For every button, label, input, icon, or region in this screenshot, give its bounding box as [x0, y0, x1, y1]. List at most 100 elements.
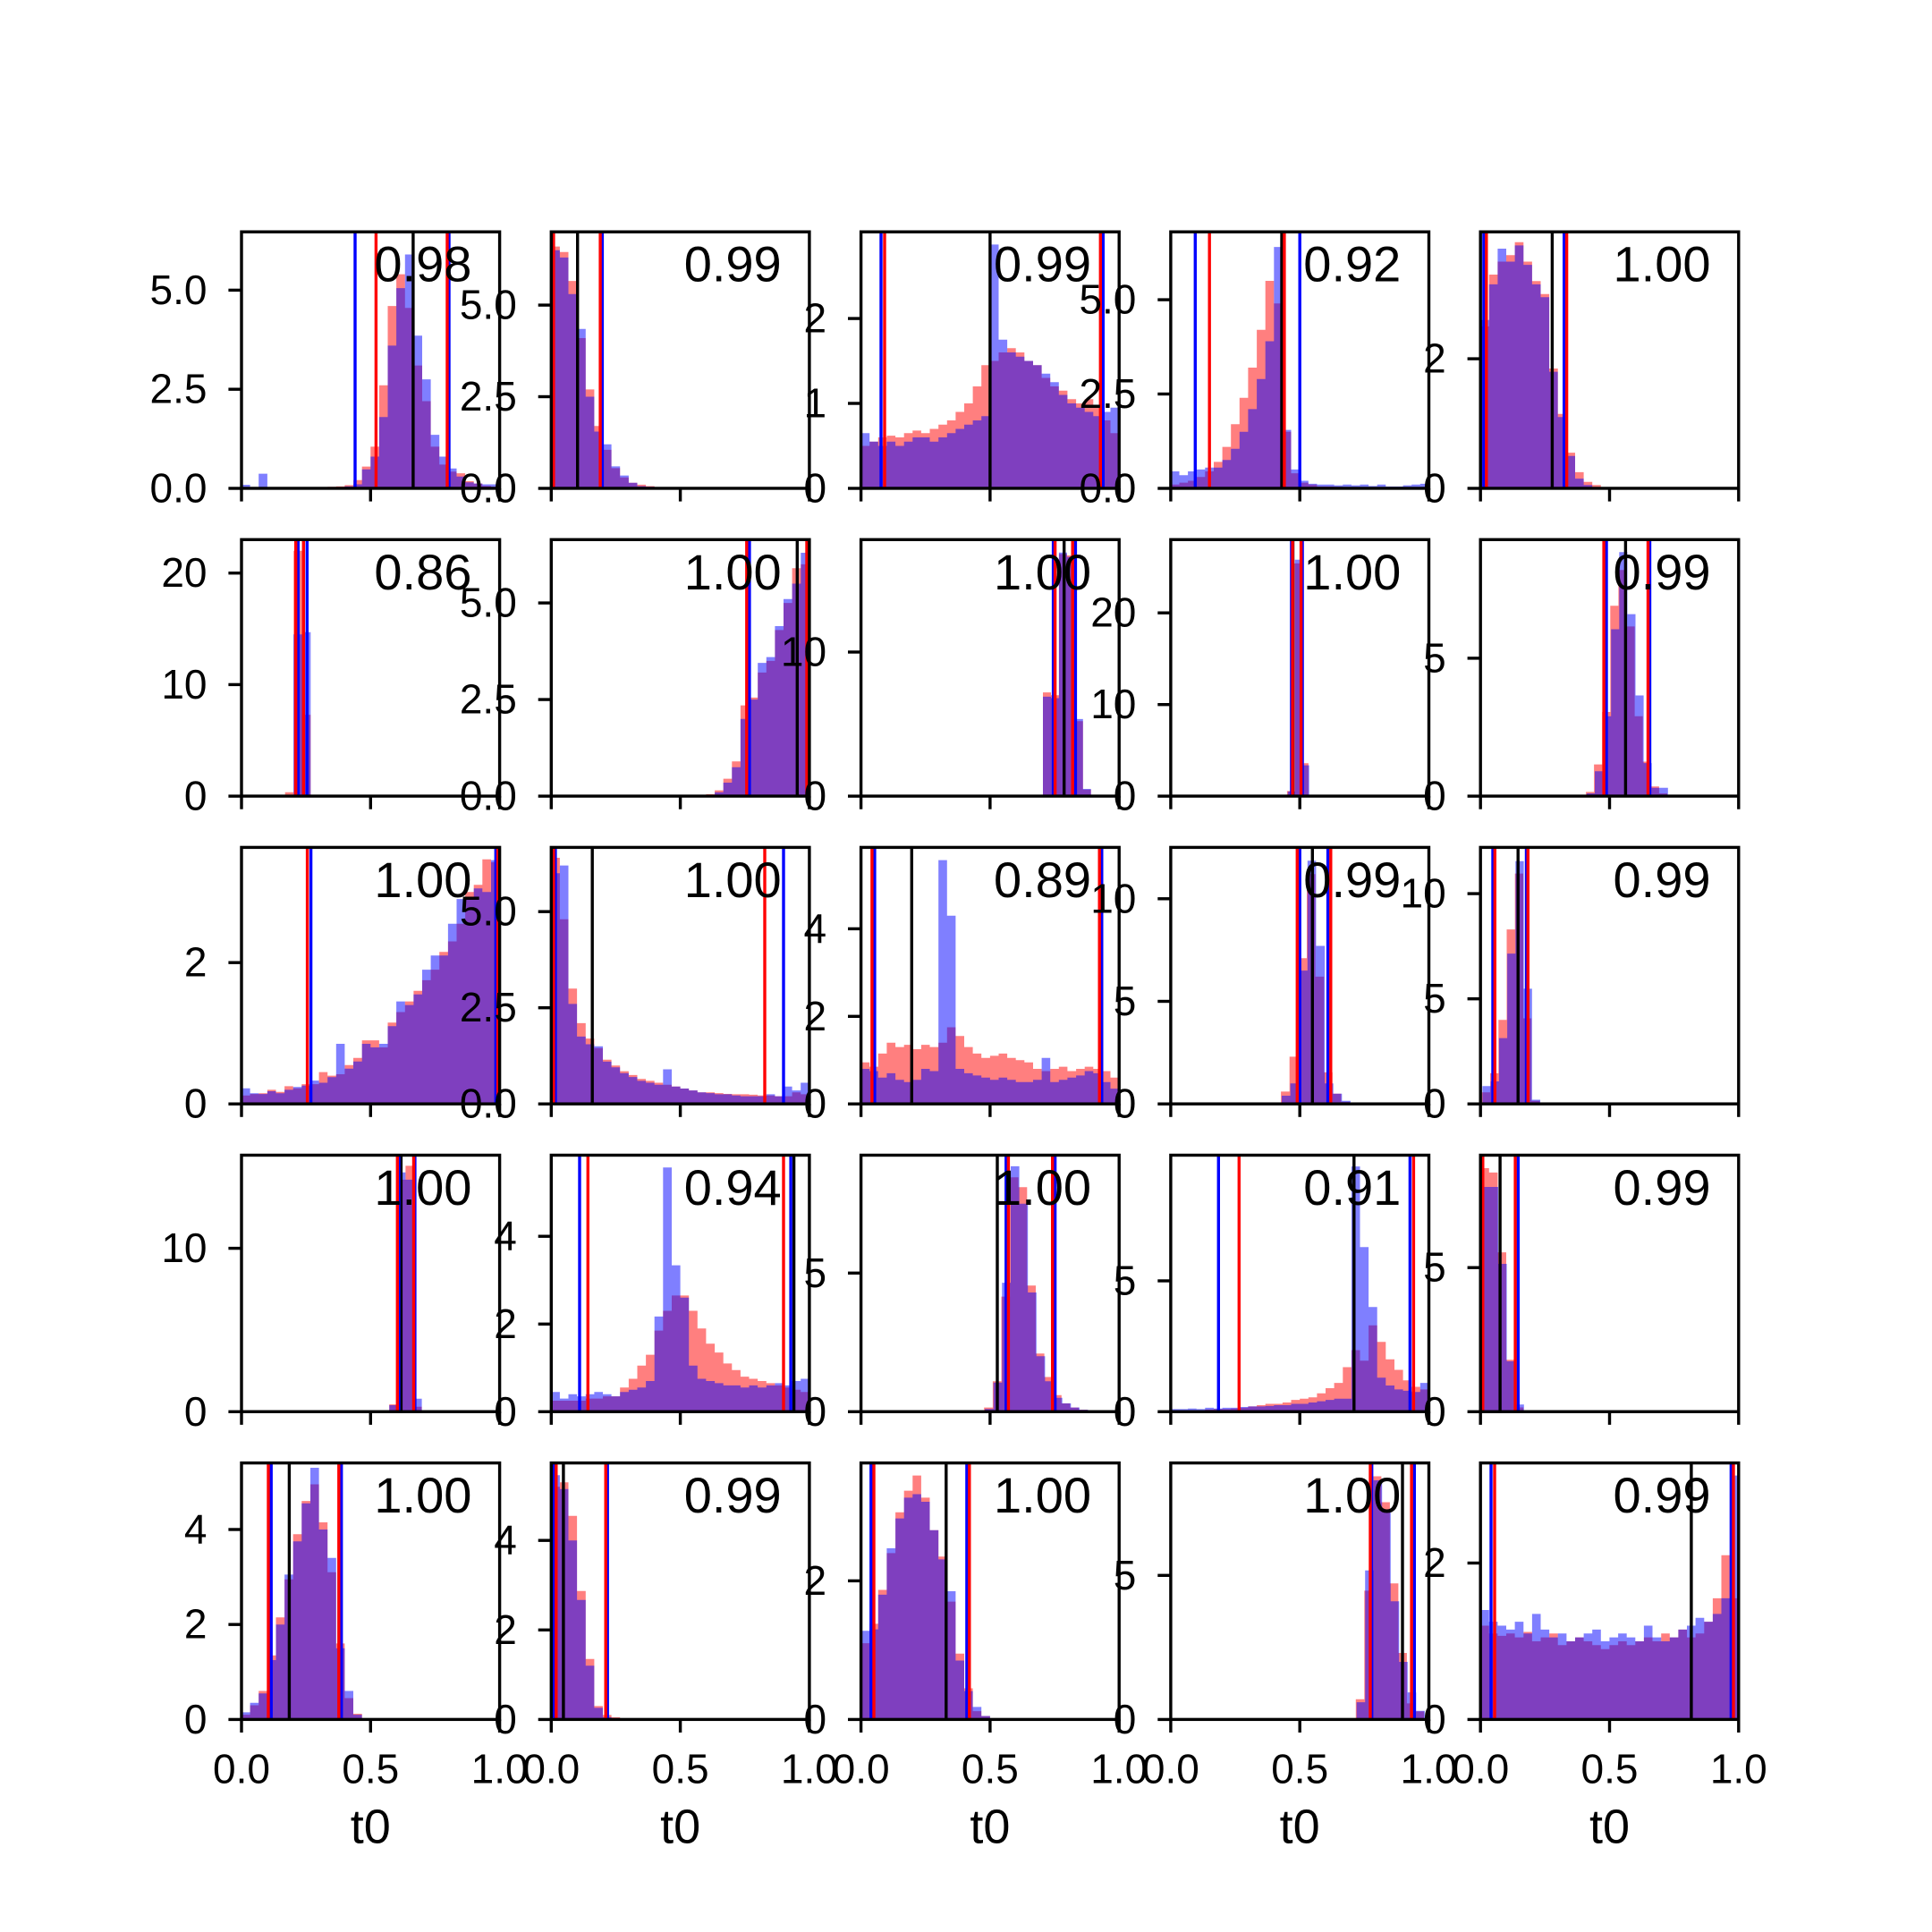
- svg-text:5: 5: [1423, 975, 1446, 1021]
- svg-text:0: 0: [1423, 465, 1446, 512]
- svg-text:0.0: 0.0: [1452, 1745, 1509, 1792]
- svg-text:1.00: 1.00: [994, 1467, 1091, 1523]
- svg-text:0: 0: [494, 1696, 517, 1742]
- svg-text:2: 2: [184, 939, 208, 986]
- svg-text:4: 4: [494, 1517, 517, 1563]
- svg-text:2: 2: [184, 1601, 208, 1648]
- svg-text:0.0: 0.0: [213, 1745, 270, 1792]
- svg-text:0: 0: [804, 465, 827, 512]
- svg-text:t0: t0: [351, 1800, 391, 1853]
- svg-text:0.5: 0.5: [342, 1745, 399, 1792]
- svg-text:0.91: 0.91: [1303, 1159, 1401, 1216]
- svg-text:0.5: 0.5: [962, 1745, 1019, 1792]
- svg-text:2.5: 2.5: [150, 366, 208, 412]
- svg-text:4: 4: [804, 905, 827, 952]
- svg-text:0.99: 0.99: [684, 236, 782, 292]
- svg-text:2.5: 2.5: [460, 984, 517, 1030]
- svg-text:0.0: 0.0: [522, 1745, 580, 1792]
- svg-text:0: 0: [184, 1080, 208, 1127]
- svg-text:0.0: 0.0: [460, 465, 517, 512]
- svg-text:0: 0: [184, 1696, 208, 1742]
- svg-text:0: 0: [494, 1388, 517, 1435]
- svg-text:2.5: 2.5: [460, 373, 517, 419]
- svg-text:4: 4: [184, 1506, 208, 1553]
- svg-text:20: 20: [1090, 589, 1136, 636]
- svg-text:0: 0: [804, 1696, 827, 1742]
- svg-text:2.5: 2.5: [460, 676, 517, 723]
- svg-text:0: 0: [1114, 773, 1137, 819]
- svg-text:5: 5: [1114, 1258, 1137, 1304]
- svg-text:5: 5: [1423, 1244, 1446, 1291]
- svg-text:0.92: 0.92: [1303, 236, 1401, 292]
- svg-text:0.0: 0.0: [150, 465, 208, 512]
- svg-text:5.0: 5.0: [150, 267, 208, 313]
- svg-text:0.99: 0.99: [1614, 1159, 1711, 1216]
- svg-text:5: 5: [1114, 978, 1137, 1024]
- svg-text:0.5: 0.5: [652, 1745, 709, 1792]
- svg-text:2: 2: [804, 295, 827, 342]
- svg-text:1.00: 1.00: [1303, 1467, 1401, 1523]
- svg-text:1.00: 1.00: [1303, 544, 1401, 600]
- svg-text:0.99: 0.99: [1614, 852, 1711, 908]
- svg-text:0.94: 0.94: [684, 1159, 782, 1216]
- svg-text:1.0: 1.0: [1710, 1745, 1767, 1792]
- svg-text:0.98: 0.98: [374, 236, 471, 292]
- svg-text:1.0: 1.0: [471, 1745, 529, 1792]
- svg-text:0.5: 0.5: [1271, 1745, 1328, 1792]
- svg-text:1.00: 1.00: [684, 544, 782, 600]
- svg-text:5: 5: [1114, 1552, 1137, 1598]
- svg-text:0: 0: [1423, 773, 1446, 819]
- svg-text:0.0: 0.0: [1079, 465, 1136, 512]
- svg-text:0: 0: [804, 1080, 827, 1127]
- svg-text:10: 10: [161, 1224, 207, 1271]
- svg-text:1.00: 1.00: [994, 544, 1091, 600]
- svg-text:1.00: 1.00: [374, 852, 471, 908]
- svg-text:10: 10: [1090, 875, 1136, 921]
- svg-text:0.0: 0.0: [833, 1745, 890, 1792]
- svg-text:0.99: 0.99: [1614, 1467, 1711, 1523]
- svg-text:0: 0: [804, 773, 827, 819]
- svg-text:0: 0: [1114, 1080, 1137, 1127]
- svg-text:2: 2: [494, 1606, 517, 1653]
- svg-text:0.5: 0.5: [1581, 1745, 1639, 1792]
- svg-text:1.0: 1.0: [1401, 1745, 1458, 1792]
- svg-text:5.0: 5.0: [1079, 276, 1136, 323]
- svg-text:5.0: 5.0: [460, 282, 517, 328]
- svg-text:10: 10: [1090, 681, 1136, 727]
- svg-text:0.99: 0.99: [994, 236, 1091, 292]
- svg-text:0: 0: [1423, 1080, 1446, 1127]
- svg-text:10: 10: [161, 661, 207, 708]
- svg-text:2: 2: [1423, 335, 1446, 382]
- svg-text:t0: t0: [970, 1800, 1010, 1853]
- svg-text:1.00: 1.00: [994, 1159, 1091, 1216]
- svg-text:0.86: 0.86: [374, 544, 471, 600]
- svg-text:0: 0: [1423, 1696, 1446, 1742]
- svg-text:t0: t0: [1589, 1800, 1630, 1853]
- svg-text:5: 5: [1423, 634, 1446, 681]
- svg-text:0: 0: [184, 1388, 208, 1435]
- svg-text:1.0: 1.0: [1090, 1745, 1148, 1792]
- svg-text:0: 0: [1114, 1696, 1137, 1742]
- svg-text:2.5: 2.5: [1079, 370, 1136, 417]
- svg-text:2: 2: [494, 1301, 517, 1347]
- svg-text:1: 1: [804, 380, 827, 427]
- svg-text:1.00: 1.00: [684, 852, 782, 908]
- svg-text:2: 2: [804, 1557, 827, 1604]
- svg-text:0.0: 0.0: [1142, 1745, 1199, 1792]
- svg-text:0.0: 0.0: [460, 1080, 517, 1127]
- svg-text:0: 0: [1114, 1388, 1137, 1435]
- svg-text:0.99: 0.99: [1614, 544, 1711, 600]
- svg-text:0.99: 0.99: [1303, 852, 1401, 908]
- svg-text:2: 2: [1423, 1539, 1446, 1586]
- svg-text:0.0: 0.0: [460, 773, 517, 819]
- svg-text:t0: t0: [1280, 1800, 1320, 1853]
- svg-text:4: 4: [494, 1213, 517, 1259]
- svg-text:5.0: 5.0: [460, 580, 517, 626]
- svg-text:1.0: 1.0: [781, 1745, 838, 1792]
- svg-text:t0: t0: [660, 1800, 700, 1853]
- svg-text:2: 2: [804, 993, 827, 1039]
- svg-text:20: 20: [161, 549, 207, 596]
- svg-text:0: 0: [804, 1388, 827, 1435]
- svg-text:10: 10: [1401, 870, 1446, 917]
- svg-text:5.0: 5.0: [460, 888, 517, 935]
